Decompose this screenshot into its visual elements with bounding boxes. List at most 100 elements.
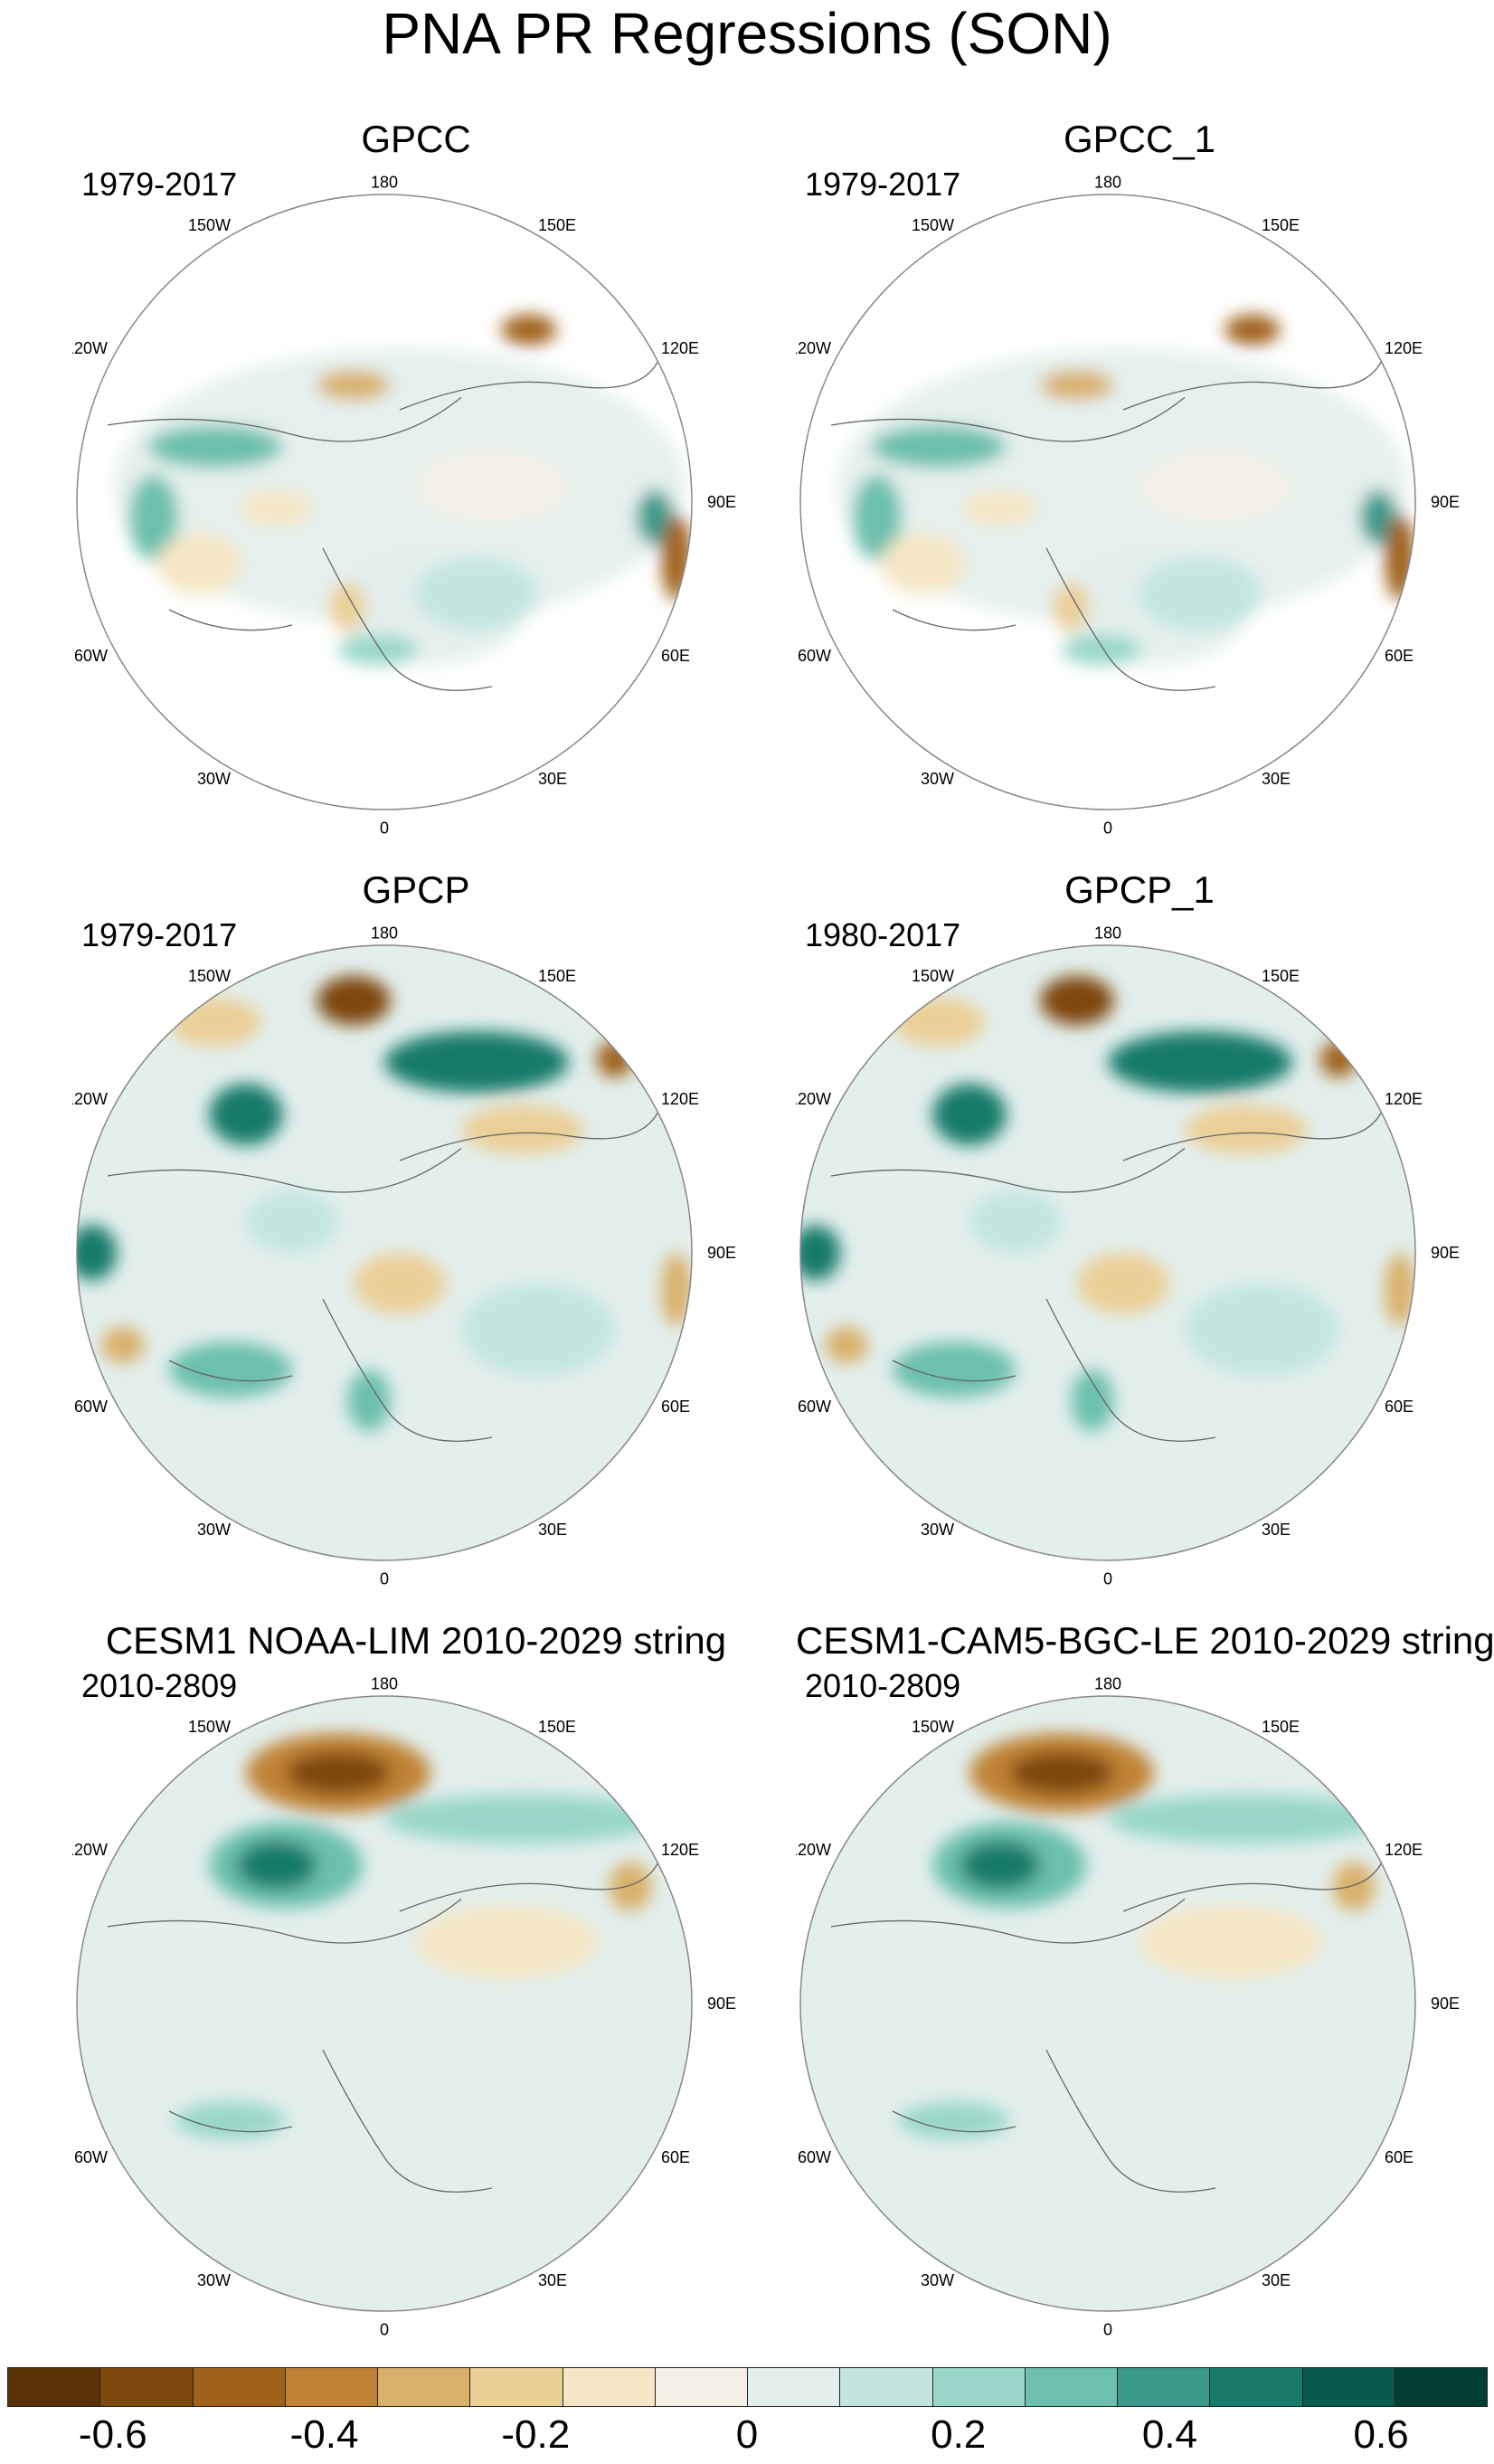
- longitude-label: 30E: [1262, 770, 1291, 788]
- coastline: [107, 1898, 462, 1944]
- coastline: [1045, 1298, 1216, 1442]
- anomaly-blob: [596, 1040, 634, 1078]
- coastline: [399, 354, 662, 411]
- anomaly-blob: [317, 369, 391, 401]
- anomaly-blob: [1071, 1369, 1114, 1432]
- map-border: [799, 194, 1416, 810]
- panel-title: GPCC: [361, 118, 471, 160]
- anomaly-blob: [175, 2101, 287, 2139]
- coastline: [322, 1298, 493, 1442]
- anomaly-blob: [636, 489, 674, 545]
- anomaly-blob: [461, 1104, 584, 1155]
- anomaly-blob: [328, 582, 366, 631]
- anomaly-blob: [338, 634, 419, 666]
- longitude-label: 120E: [1385, 339, 1423, 357]
- anomaly-blob: [661, 1253, 692, 1327]
- land-field: [113, 348, 686, 625]
- coastline: [322, 547, 493, 691]
- panel-years: 2010-2809: [81, 1667, 238, 1704]
- longitude-label: 60E: [661, 2148, 690, 2166]
- longitude-label: 30E: [1262, 1521, 1291, 1539]
- panel-title: GPCP_1: [1064, 868, 1215, 911]
- longitude-label: 150W: [912, 216, 954, 234]
- coastline: [399, 1855, 662, 1912]
- longitude-label: 120W: [72, 1841, 108, 1859]
- anomaly-blob: [200, 1957, 384, 2050]
- anomaly-blob: [156, 533, 243, 594]
- coastline: [107, 1147, 462, 1193]
- coastline: [1045, 2049, 1216, 2193]
- longitude-label: 60W: [798, 1398, 831, 1416]
- anomaly-blob: [323, 2004, 538, 2127]
- colorbar-box: [469, 2367, 563, 2407]
- anomaly-blob: [1009, 1751, 1114, 1795]
- map-border: [799, 1695, 1416, 2312]
- anomaly-blob: [169, 997, 261, 1047]
- longitude-label: 60E: [1385, 1398, 1414, 1416]
- anomaly-blob: [1139, 450, 1292, 524]
- coastline: [1122, 1855, 1385, 1912]
- coastline: [892, 609, 1016, 631]
- longitude-label: 120W: [796, 339, 831, 357]
- colorbar-tick-label: 0: [735, 2412, 759, 2457]
- polar-map: 180150W150E120W120E90W90E60W60E30W30E0: [796, 1674, 1460, 2338]
- anomaly-blob: [1139, 1905, 1323, 1979]
- longitude-label: 150E: [1262, 216, 1300, 234]
- anomaly-blob: [871, 425, 1007, 469]
- colorbar-tick-label: 0.2: [931, 2412, 987, 2457]
- anomaly-blob: [932, 1084, 1007, 1145]
- panel-years: 1979-2017: [81, 916, 238, 953]
- longitude-label: 30W: [197, 1521, 231, 1539]
- anomaly-blob: [384, 1794, 661, 1844]
- longitude-label: 90E: [707, 1995, 736, 2013]
- map-panel: 180150W150E120W120E90W90E60W60E30W30E0GP…: [72, 868, 760, 1619]
- anomaly-blob: [800, 1225, 841, 1281]
- longitude-label: 120E: [661, 1090, 699, 1108]
- land-field: [837, 348, 1410, 625]
- longitude-label: 120W: [72, 339, 108, 357]
- longitude-label: 30E: [538, 770, 567, 788]
- longitude-label: 60E: [661, 647, 690, 665]
- colorbar-tick-label: 0.4: [1141, 2412, 1197, 2457]
- map-panel: 180150W150E120W120E90W90E60W60E30W30E0GP…: [72, 118, 760, 868]
- anomaly-blob: [317, 976, 391, 1026]
- anomaly-blob: [1108, 1031, 1292, 1094]
- longitude-label: 90E: [1431, 1995, 1460, 2013]
- anomaly-blob: [1077, 1253, 1169, 1314]
- coastline: [830, 396, 1186, 442]
- panel-years: 1980-2017: [805, 916, 961, 953]
- panel-years: 1979-2017: [81, 166, 238, 203]
- colorbar-tick-label: -0.2: [501, 2412, 571, 2457]
- anomaly-blob: [825, 1326, 868, 1364]
- coastline: [168, 1360, 293, 1382]
- map-border: [76, 944, 693, 1561]
- longitude-label: 90E: [1431, 1244, 1460, 1262]
- anomaly-blob: [240, 489, 314, 527]
- anomaly-blob: [1046, 2004, 1262, 2127]
- longitude-label: 90E: [707, 1244, 736, 1262]
- anomaly-blob: [236, 1840, 317, 1891]
- longitude-label: 150W: [912, 967, 954, 985]
- longitude-label: 150W: [912, 1718, 954, 1736]
- longitude-label: 60W: [74, 647, 108, 665]
- anomaly-blob: [1185, 1104, 1308, 1155]
- anomaly-blob: [893, 997, 985, 1047]
- anomaly-blob: [969, 1191, 1062, 1253]
- colorbar-box: [747, 2367, 841, 2407]
- colorbar-box: [192, 2367, 286, 2407]
- coastline: [1122, 354, 1385, 411]
- polar-map: 180150W150E120W120E90W90E60W60E30W30E0: [72, 924, 736, 1587]
- anomaly-blob: [286, 1751, 391, 1795]
- longitude-label: 30W: [197, 770, 231, 788]
- longitude-label: 180: [371, 173, 398, 191]
- map-panel: 180150W150E120W120E90W90E60W60E30W30E0CE…: [796, 1619, 1494, 2370]
- anomaly-blob: [1359, 489, 1397, 545]
- longitude-label: 30E: [1262, 2271, 1291, 2289]
- anomaly-blob: [963, 489, 1037, 527]
- coastline: [168, 2110, 293, 2133]
- map-border: [76, 1695, 693, 2312]
- longitude-label: 30E: [538, 2271, 567, 2289]
- longitude-label: 150E: [538, 1718, 576, 1736]
- longitude-label: 60E: [661, 1398, 690, 1416]
- longitude-label: 90E: [1431, 493, 1460, 511]
